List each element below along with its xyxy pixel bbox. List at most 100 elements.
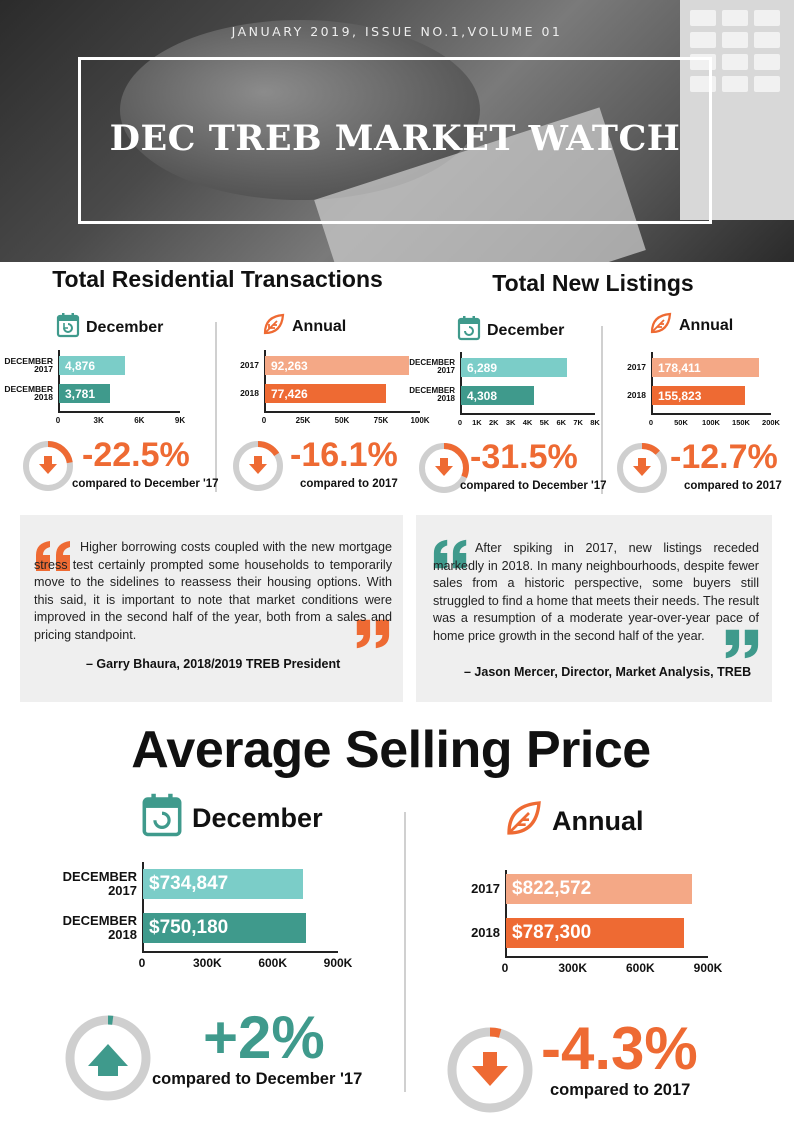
bar: $822,572 (506, 874, 692, 904)
bar: 3,781 (59, 384, 111, 403)
x-tick-label: 6K (556, 418, 567, 427)
bar: 92,263 (265, 356, 409, 375)
listings-december-heading: December (457, 315, 564, 346)
title-frame (78, 57, 712, 224)
quote-card-president: Higher borrowing costs coupled with the … (20, 515, 403, 702)
down-arrow-icon (633, 458, 651, 476)
cat-2017-label: DECEMBER 2017 (4, 355, 53, 375)
x-tick-label: 200K (762, 418, 780, 427)
calendar-icon (56, 312, 80, 343)
price-annual-heading: Annual (504, 798, 644, 845)
transactions-annual-ring (232, 440, 284, 497)
listings-december-chart: 6,289 DECEMBER 2017 4,308 DECEMBER 2018 0 1K 2K 3… (405, 352, 600, 432)
page-title: DEC TREB MARKET WATCH (109, 118, 681, 159)
x-axis (142, 951, 338, 953)
leaf-icon (504, 798, 544, 845)
y-axis (142, 862, 144, 951)
x-tick-label: 900K (323, 956, 353, 970)
x-tick-label: 1K (472, 418, 482, 427)
leaf-icon (649, 311, 673, 340)
y-axis (58, 350, 60, 411)
cat-2018-label: 2018 (471, 925, 500, 941)
cat-2017-label: DECEMBER 2017 (409, 358, 455, 376)
x-axis (460, 413, 595, 415)
x-tick-label: 300K (192, 956, 222, 970)
price-title: Average Selling Price (131, 721, 651, 779)
bar: $750,180 (143, 913, 307, 943)
cat-2017-label: 2017 (240, 360, 259, 371)
x-tick-label: 8K (590, 418, 600, 427)
x-tick-label: 0 (138, 956, 146, 970)
x-tick-label: 0 (501, 961, 509, 975)
annual-label: Annual (292, 317, 347, 335)
y-axis (651, 352, 653, 413)
x-tick-label: 50K (674, 418, 688, 427)
transactions-december-compare: compared to December '17 (72, 478, 219, 490)
price-december-chart: $734,847 DECEMBER 2017 $750,180 DECEMBER 2018… (40, 862, 370, 982)
bar: 4,876 (59, 356, 126, 375)
transactions-december-ring (22, 440, 74, 497)
quote-author: – Jason Mercer, Director, Market Analysi… (464, 665, 752, 679)
transactions-december-chart: 4,876 DECEMBER 2017 3,781 DECEMBER 2018 0 3K 6K 9… (0, 350, 200, 430)
change-ring-fill (65, 1015, 151, 1101)
cat-2018-label: 2018 (240, 388, 259, 399)
price-december-ring (64, 1014, 152, 1107)
price-december-compare: compared to December '17 (152, 1070, 363, 1088)
up-arrow-icon (88, 1044, 128, 1076)
listings-december-change: -31.5% (470, 438, 578, 476)
header-photo-keyboard (680, 0, 794, 220)
listings-december-compare: compared to December '17 (460, 480, 607, 492)
x-tick-label: 900K (693, 961, 723, 975)
x-tick-label: 7K (573, 418, 583, 427)
quote-card-mercer: After spiking in 2017, new listings rece… (416, 515, 772, 702)
down-arrow-icon (435, 458, 453, 476)
column-divider (215, 322, 217, 492)
x-tick-label: 600K (258, 956, 287, 970)
change-ring-fill (617, 443, 667, 493)
bar: $734,847 (143, 869, 304, 899)
price-december-heading: December (140, 792, 323, 845)
bar: 178,411 (652, 358, 760, 377)
bar: $787,300 (506, 918, 684, 948)
close-quote-icon (356, 619, 390, 649)
price-annual-chart: $822,572 2017 $787,300 2018 0 300K 600K 900K (430, 870, 750, 990)
listings-annual-compare: compared to 2017 (684, 480, 782, 492)
x-tick-label: 300K (558, 961, 587, 975)
decrease-ring (23, 441, 73, 491)
header-banner (0, 0, 794, 262)
calendar-icon (140, 792, 184, 845)
price-annual-ring (446, 1026, 534, 1119)
x-tick-label: 0 (457, 418, 463, 427)
column-divider (404, 812, 406, 1092)
transactions-annual-chart: 92,263 2017 77,426 2018 0 25K 50K 75K 100K (220, 350, 430, 430)
open-quote-icon (36, 541, 70, 571)
december-label: December (192, 803, 323, 833)
listings-title: Total New Listings (492, 270, 694, 296)
cat-2017-label: DECEMBER 2017 (62, 869, 137, 898)
leaf-icon (262, 312, 286, 341)
x-tick-label: 0 (55, 416, 61, 425)
y-axis (505, 870, 507, 956)
down-arrow-icon (472, 1052, 508, 1086)
price-annual-compare: compared to 2017 (550, 1081, 691, 1099)
transactions-annual-compare: compared to 2017 (300, 478, 398, 490)
x-tick-label: 9K (174, 416, 186, 425)
x-tick-label: 2K (488, 418, 499, 427)
price-annual-change: -4.3% (541, 1015, 698, 1082)
x-tick-label: 150K (732, 418, 750, 427)
down-arrow-icon (39, 456, 57, 474)
change-ring-fill (419, 443, 469, 493)
bar: 77,426 (265, 384, 386, 403)
down-arrow-icon (249, 456, 267, 474)
listings-december-ring (418, 442, 470, 499)
quote-text: After spiking in 2017, new listings rece… (433, 541, 759, 643)
x-tick-label: 100K (410, 416, 430, 425)
listings-annual-chart: 178,411 2017 155,823 2018 0 50K 100K 150K 200K (605, 352, 790, 432)
bar: 155,823 (652, 386, 746, 405)
transactions-annual-change: -16.1% (290, 436, 398, 474)
y-axis (460, 352, 462, 413)
transactions-annual-heading: Annual (262, 312, 346, 341)
x-tick-label: 100K (702, 418, 720, 427)
calendar-icon (457, 315, 481, 346)
open-quote-icon (433, 539, 467, 569)
